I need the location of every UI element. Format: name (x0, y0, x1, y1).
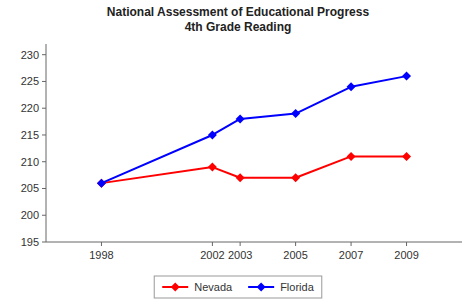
title: National Assessment of Educational Progr… (107, 5, 370, 19)
marker (171, 283, 180, 292)
marker (236, 114, 245, 123)
y-tick (42, 242, 46, 243)
y-tick (42, 81, 46, 82)
legend-box (154, 276, 322, 298)
y-axis-line (46, 44, 47, 242)
y-tick-label: 205 (21, 182, 39, 194)
y-tick-label: 230 (21, 49, 39, 61)
marker (257, 283, 266, 292)
marker (236, 173, 245, 182)
series (97, 72, 411, 188)
y-tick-label: 215 (21, 129, 39, 141)
x-tick-label: 2007 (339, 249, 363, 261)
x-tick-label: 2005 (283, 249, 307, 261)
marker (208, 163, 217, 172)
y-tick (42, 188, 46, 189)
x-tick (240, 242, 241, 246)
y-tick (42, 108, 46, 109)
x-tick (212, 242, 213, 246)
y-axis: 195 200 205 210 215 220 225 230 (21, 49, 46, 248)
series (97, 152, 411, 188)
subtitle: 4th Grade Reading (185, 20, 292, 34)
legend-item: Florida (248, 281, 315, 293)
x-tick (406, 242, 407, 246)
y-tick-label: 195 (21, 236, 39, 248)
marker (347, 82, 356, 91)
y-tick-label: 225 (21, 75, 39, 87)
marker (402, 152, 411, 161)
plot-area (97, 72, 411, 188)
x-axis: 1998 2002 2003 2005 2007 2009 (89, 242, 419, 261)
legend: Nevada Florida (154, 276, 322, 298)
x-tick-label: 2002 (200, 249, 224, 261)
legend-label: Florida (280, 281, 315, 293)
x-tick (351, 242, 352, 246)
x-tick (295, 242, 296, 246)
y-tick-label: 200 (21, 209, 39, 221)
marker (208, 130, 217, 139)
chart: National Assessment of Educational Progr… (0, 0, 476, 308)
legend-item: Nevada (162, 281, 233, 293)
line (101, 76, 406, 183)
y-tick (42, 134, 46, 135)
y-tick (42, 54, 46, 55)
x-tick-label: 2003 (228, 249, 252, 261)
marker (97, 179, 106, 188)
y-tick (42, 215, 46, 216)
x-axis-line (46, 242, 462, 243)
y-tick-label: 220 (21, 102, 39, 114)
legend-label: Nevada (194, 281, 233, 293)
x-tick (101, 242, 102, 246)
x-tick-label: 2009 (394, 249, 418, 261)
line (101, 156, 406, 183)
y-tick (42, 161, 46, 162)
marker (291, 173, 300, 182)
y-tick-label: 210 (21, 156, 39, 168)
marker (291, 109, 300, 118)
marker (97, 179, 106, 188)
marker (402, 72, 411, 81)
marker (347, 152, 356, 161)
x-tick-label: 1998 (89, 249, 113, 261)
